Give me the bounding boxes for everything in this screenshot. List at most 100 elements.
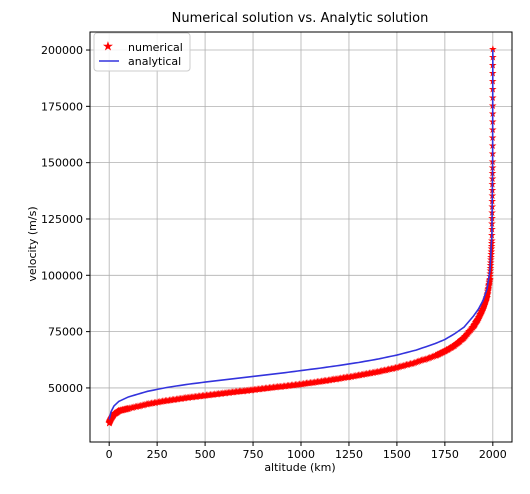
data-point: ★ [235, 387, 244, 398]
data-point: ★ [295, 380, 304, 391]
data-point: ★ [342, 373, 351, 384]
data-point: ★ [482, 294, 491, 305]
data-point: ★ [465, 326, 474, 337]
data-point: ★ [449, 341, 458, 352]
y-axis-label: velocity (m/s) [26, 206, 39, 281]
data-point: ★ [410, 358, 419, 369]
data-point: ★ [474, 314, 483, 325]
y-axis-ticks: 50000 75000 100000 125000 150000 175000 200000 [41, 44, 90, 395]
data-point: ★ [463, 329, 472, 340]
data-point: ★ [439, 347, 448, 358]
data-point: ★ [455, 336, 464, 347]
data-point: ★ [309, 378, 318, 389]
data-point: ★ [297, 380, 306, 391]
data-point: ★ [118, 405, 127, 416]
data-point: ★ [457, 335, 466, 346]
data-point: ★ [212, 389, 221, 400]
data-point: ★ [477, 308, 486, 319]
data-point: ★ [123, 404, 132, 415]
data-point: ★ [181, 393, 190, 404]
data-point: ★ [281, 381, 290, 392]
data-point: ★ [443, 345, 452, 356]
data-point: ★ [151, 398, 160, 409]
data-point: ★ [377, 366, 386, 377]
data-point: ★ [108, 412, 117, 423]
y-tick-label: 200000 [41, 44, 83, 57]
data-point: ★ [106, 417, 115, 428]
data-point: ★ [384, 365, 393, 376]
data-point: ★ [440, 346, 449, 357]
data-point: ★ [455, 337, 464, 348]
data-point: ★ [483, 287, 492, 298]
data-point: ★ [112, 408, 121, 419]
data-point: ★ [122, 404, 131, 415]
data-point: ★ [117, 405, 126, 416]
data-point: ★ [346, 372, 355, 383]
data-point: ★ [202, 391, 211, 402]
data-point: ★ [453, 338, 462, 349]
data-point: ★ [225, 388, 234, 399]
data-point: ★ [418, 355, 427, 366]
data-point: ★ [165, 396, 174, 407]
data-point: ★ [391, 363, 400, 374]
data-point: ★ [108, 412, 117, 423]
data-point: ★ [132, 402, 141, 413]
grid [90, 32, 512, 442]
x-tick-label: 1500 [383, 448, 411, 461]
legend: ★ numerical analytical [93, 32, 191, 72]
data-point: ★ [485, 279, 494, 290]
data-point: ★ [480, 299, 489, 310]
data-point: ★ [365, 369, 374, 380]
data-point: ★ [434, 350, 443, 361]
data-point: ★ [227, 388, 236, 399]
data-point: ★ [394, 362, 403, 373]
data-point: ★ [471, 318, 480, 329]
data-point: ★ [161, 396, 170, 407]
data-point: ★ [118, 405, 127, 416]
data-point: ★ [467, 324, 476, 335]
data-point: ★ [124, 404, 133, 415]
data-point: ★ [108, 411, 117, 422]
data-point: ★ [105, 417, 114, 428]
data-point: ★ [261, 384, 270, 395]
data-point: ★ [275, 382, 284, 393]
data-point: ★ [445, 344, 454, 355]
data-point: ★ [462, 330, 471, 341]
data-point: ★ [327, 375, 336, 386]
data-point: ★ [106, 415, 115, 426]
data-point: ★ [158, 397, 167, 408]
data-point: ★ [123, 404, 132, 415]
x-tick-label: 2000 [479, 448, 507, 461]
data-point: ★ [316, 377, 325, 388]
data-point: ★ [414, 357, 423, 368]
data-point: ★ [107, 414, 116, 425]
x-tick-label: 1250 [335, 448, 363, 461]
data-point: ★ [110, 409, 119, 420]
data-point: ★ [475, 312, 484, 323]
data-point: ★ [350, 371, 359, 382]
data-point: ★ [321, 376, 330, 387]
data-point: ★ [312, 377, 321, 388]
data-point: ★ [138, 401, 147, 412]
data-point: ★ [284, 381, 293, 392]
data-point: ★ [286, 381, 295, 392]
data-point: ★ [107, 414, 116, 425]
data-point: ★ [444, 344, 453, 355]
data-point: ★ [217, 389, 226, 400]
data-point: ★ [431, 351, 440, 362]
data-point: ★ [268, 383, 277, 394]
data-point: ★ [440, 347, 449, 358]
data-point: ★ [115, 406, 124, 417]
data-point: ★ [466, 325, 475, 336]
data-point: ★ [442, 345, 451, 356]
data-point: ★ [366, 368, 375, 379]
data-point: ★ [353, 371, 362, 382]
data-point: ★ [133, 402, 142, 413]
data-point: ★ [472, 317, 481, 328]
data-point: ★ [456, 336, 465, 347]
data-point: ★ [302, 379, 311, 390]
data-point: ★ [111, 409, 120, 420]
data-point: ★ [485, 276, 494, 287]
data-point: ★ [107, 413, 116, 424]
